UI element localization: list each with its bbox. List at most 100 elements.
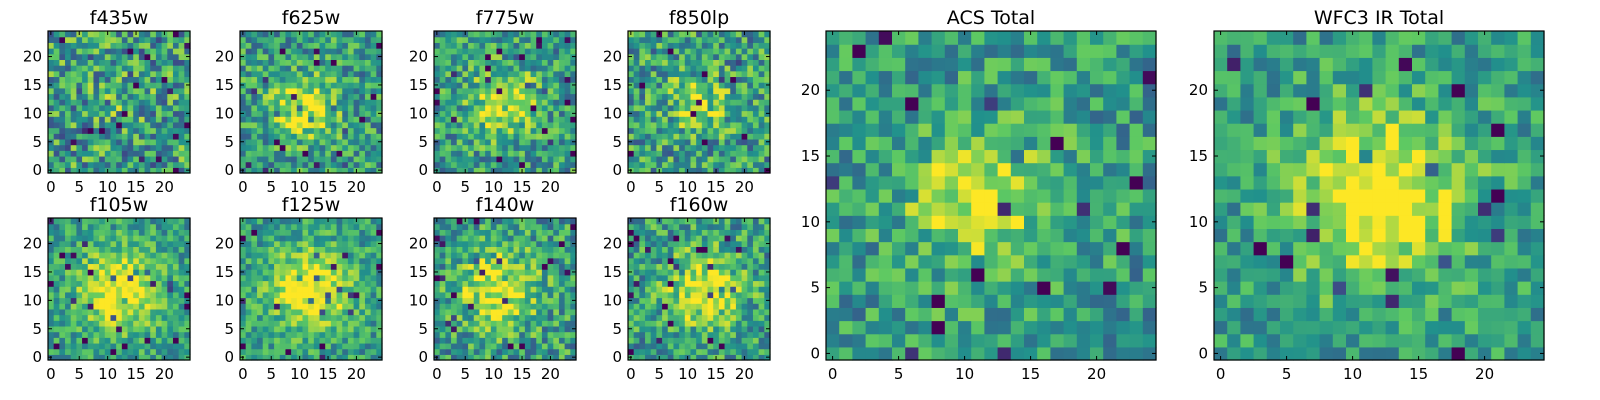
heatmap-cell bbox=[291, 348, 298, 355]
heatmap-cell bbox=[251, 110, 258, 117]
heatmap-cell bbox=[553, 82, 560, 89]
heatmap-cell bbox=[667, 93, 675, 100]
heatmap-cell bbox=[127, 82, 134, 89]
heatmap-cell bbox=[262, 269, 269, 276]
heatmap-cell bbox=[99, 348, 106, 355]
heatmap-cell bbox=[370, 116, 377, 123]
heatmap-cell bbox=[370, 348, 377, 355]
heatmap-cell bbox=[718, 161, 726, 168]
heatmap-cell bbox=[308, 133, 315, 140]
heatmap-cell bbox=[633, 314, 640, 321]
heatmap-cell bbox=[53, 223, 60, 230]
heatmap-cell bbox=[279, 337, 287, 344]
heatmap-cell bbox=[319, 31, 326, 38]
heatmap-cell bbox=[53, 167, 60, 174]
heatmap-cell bbox=[451, 110, 458, 117]
heatmap-cell bbox=[502, 138, 509, 146]
heatmap-cell bbox=[536, 218, 543, 225]
heatmap-cell bbox=[70, 263, 77, 270]
heatmap-cell bbox=[325, 104, 332, 112]
heatmap-cell bbox=[133, 331, 140, 338]
heatmap-cell bbox=[308, 303, 315, 310]
heatmap-cell bbox=[138, 342, 146, 350]
heatmap-cell bbox=[347, 36, 355, 43]
heatmap-cell bbox=[434, 308, 441, 316]
heatmap-cell bbox=[564, 263, 571, 270]
heatmap-cell bbox=[359, 257, 366, 265]
heatmap-cell bbox=[758, 104, 765, 112]
heatmap-cell bbox=[730, 274, 737, 282]
heatmap-cell bbox=[730, 337, 737, 344]
heatmap-cell bbox=[684, 133, 692, 140]
heatmap-cell bbox=[325, 246, 332, 253]
heatmap-cell bbox=[650, 308, 657, 316]
heatmap-cell bbox=[553, 161, 560, 168]
heatmap-cell bbox=[513, 246, 520, 253]
heatmap-cell bbox=[434, 229, 441, 236]
heatmap-cell bbox=[713, 36, 720, 43]
heatmap-cell bbox=[485, 342, 492, 350]
heatmap-cell bbox=[319, 269, 326, 276]
heatmap-cell bbox=[507, 223, 515, 230]
heatmap-cell bbox=[656, 337, 663, 344]
heatmap-cell bbox=[330, 269, 338, 276]
heatmap-cell bbox=[325, 303, 332, 310]
heatmap-cell bbox=[291, 246, 298, 253]
heatmap-cell bbox=[639, 93, 646, 100]
heatmap-cell bbox=[330, 229, 338, 236]
heatmap-cell bbox=[364, 53, 372, 60]
heatmap-cell bbox=[65, 99, 72, 106]
heatmap-cell bbox=[262, 53, 269, 60]
heatmap-cell bbox=[274, 82, 281, 89]
heatmap-cell bbox=[684, 337, 692, 344]
heatmap-cell bbox=[696, 48, 703, 55]
heatmap-cell bbox=[439, 297, 446, 304]
heatmap-cell bbox=[496, 144, 503, 151]
heatmap-cell bbox=[758, 161, 765, 168]
heatmap-cell bbox=[155, 274, 163, 282]
heatmap-cell bbox=[133, 150, 140, 157]
heatmap-cell bbox=[724, 308, 731, 316]
heatmap-cell bbox=[325, 99, 332, 106]
heatmap-cell bbox=[536, 93, 543, 100]
heatmap-cell bbox=[439, 87, 446, 95]
heatmap-cell bbox=[558, 65, 566, 72]
heatmap-cell bbox=[268, 269, 275, 276]
heatmap-cell bbox=[713, 70, 720, 78]
heatmap-cell bbox=[639, 59, 646, 66]
heatmap-cell bbox=[519, 297, 526, 304]
heatmap-cell bbox=[87, 59, 95, 66]
heatmap-cell bbox=[161, 269, 168, 276]
heatmap-cell bbox=[507, 110, 515, 117]
heatmap-cell bbox=[524, 235, 532, 242]
heatmap-cell bbox=[93, 138, 100, 146]
heatmap-cell bbox=[485, 229, 492, 236]
heatmap-cell bbox=[645, 59, 652, 66]
heatmap-cell bbox=[451, 348, 458, 355]
heatmap-cell bbox=[82, 76, 89, 83]
heatmap-cell bbox=[445, 76, 452, 83]
heatmap-cell bbox=[245, 116, 252, 123]
heatmap-cell bbox=[530, 235, 537, 242]
heatmap-cell bbox=[741, 127, 748, 134]
heatmap-cell bbox=[59, 348, 66, 355]
heatmap-cell bbox=[167, 138, 174, 146]
heatmap-cell bbox=[662, 303, 669, 310]
heatmap-cell bbox=[707, 274, 714, 282]
heatmap-cell bbox=[707, 133, 714, 140]
heatmap-cell bbox=[547, 314, 554, 321]
heatmap-cell bbox=[553, 36, 560, 43]
heatmap-cell bbox=[133, 116, 140, 123]
heatmap-cell bbox=[479, 138, 486, 146]
heatmap-cell bbox=[730, 42, 737, 49]
heatmap-cell bbox=[319, 342, 326, 350]
heatmap-cell bbox=[144, 240, 151, 247]
heatmap-cell bbox=[667, 348, 675, 355]
heatmap-cell bbox=[673, 104, 680, 112]
heatmap-cell bbox=[558, 252, 566, 259]
heatmap-cell bbox=[133, 325, 140, 333]
heatmap-cell bbox=[639, 110, 646, 117]
heatmap-cell bbox=[155, 235, 163, 242]
heatmap-cell bbox=[764, 42, 771, 49]
heatmap-cell bbox=[342, 291, 349, 299]
